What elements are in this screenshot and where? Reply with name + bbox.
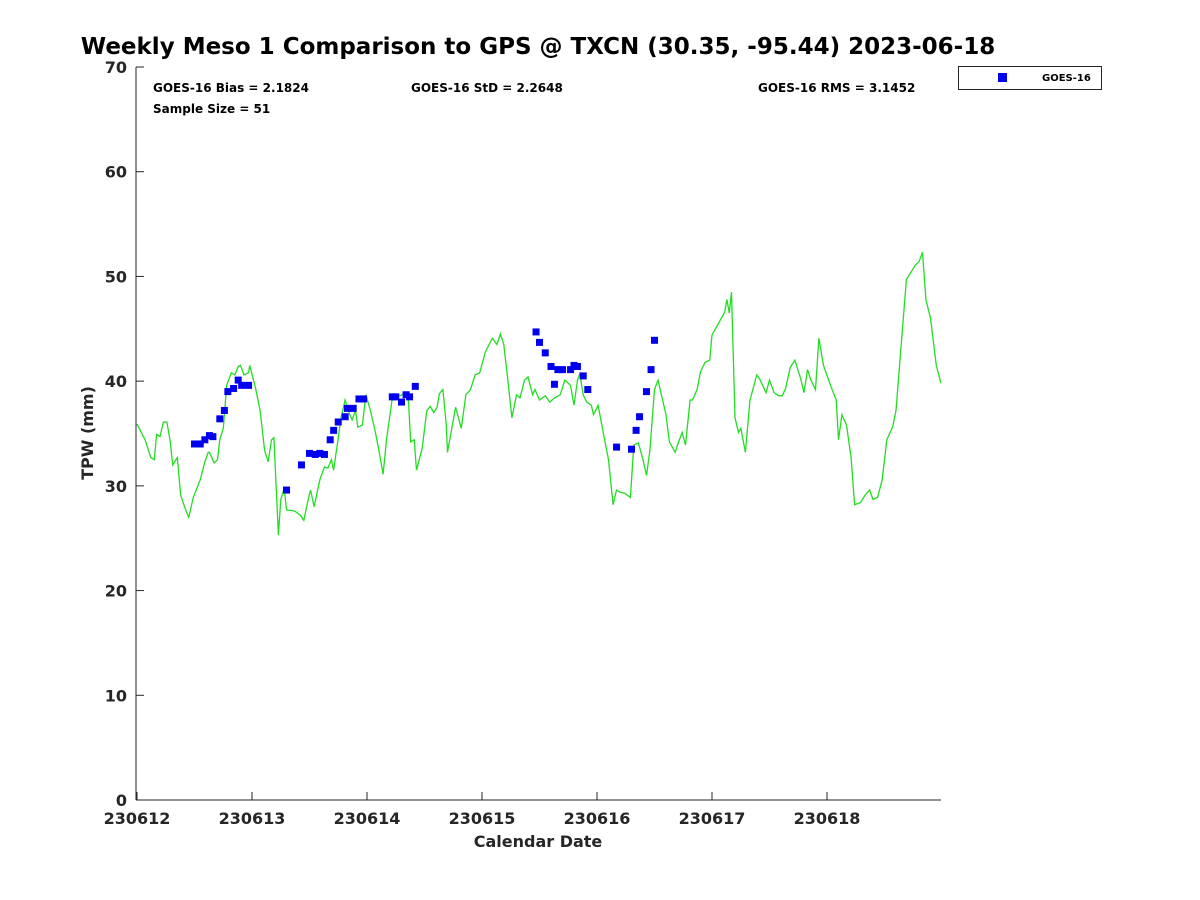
x-tick-label: 230613 — [219, 809, 286, 828]
goes16-point — [584, 386, 592, 394]
goes16-point — [334, 418, 342, 426]
y-ticks: 0 10 20 30 40 50 60 70 — [105, 58, 144, 810]
gps-series — [136, 252, 942, 536]
goes16-point — [341, 413, 349, 421]
y-tick-label: 60 — [105, 163, 127, 182]
goes16-point — [547, 362, 555, 370]
legend-marker-goes16 — [998, 73, 1007, 82]
x-tick-label: 230618 — [794, 809, 861, 828]
goes16-point — [343, 404, 351, 412]
goes16-point — [201, 436, 209, 444]
goes16-point — [316, 449, 324, 457]
goes16-point — [567, 366, 575, 374]
goes16-point — [320, 450, 328, 458]
sample-size-annotation: Sample Size = 51 — [153, 102, 270, 116]
goes16-point — [220, 406, 228, 414]
goes16-point — [245, 381, 253, 389]
x-tick-label: 230614 — [334, 809, 401, 828]
chart-title: Weekly Meso 1 Comparison to GPS @ TXCN (… — [81, 34, 995, 60]
y-tick-label: 20 — [105, 582, 127, 601]
goes16-point — [209, 433, 217, 441]
legend-box — [958, 66, 1102, 90]
rms-annotation: GOES-16 RMS = 3.1452 — [758, 81, 915, 95]
goes16-point — [636, 413, 644, 421]
goes16-point — [191, 440, 198, 448]
goes16-point — [651, 336, 658, 344]
gps-line — [136, 252, 942, 536]
goes16-point — [196, 440, 204, 448]
goes16-point — [411, 382, 419, 390]
goes16-point — [330, 426, 338, 434]
goes16-point — [216, 415, 224, 423]
legend: GOES-16 — [958, 66, 1102, 90]
goes16-point — [559, 366, 566, 374]
goes16-point — [532, 328, 540, 336]
goes16-point — [355, 395, 363, 403]
goes16-point — [628, 445, 635, 453]
goes16-point — [311, 450, 319, 458]
goes16-point — [550, 380, 558, 388]
goes16-point — [238, 381, 246, 389]
goes16-point — [632, 426, 640, 434]
goes16-point — [642, 388, 650, 396]
goes16-point — [392, 393, 400, 401]
y-tick-label: 40 — [105, 372, 127, 391]
y-axis-label: TPW (mm) — [78, 386, 97, 480]
goes16-point — [554, 366, 562, 374]
goes16-point — [234, 376, 242, 384]
goes16-point — [306, 449, 313, 457]
goes16-point — [283, 486, 290, 494]
x-ticks: 230612 230613 230614 230615 230616 230617 2306… — [104, 792, 861, 828]
goes16-point — [406, 393, 414, 401]
x-tick-label: 230616 — [564, 809, 631, 828]
goes16-point — [224, 388, 232, 396]
y-tick-label: 0 — [116, 791, 127, 810]
goes16-point — [230, 384, 238, 392]
goes16-point — [541, 349, 549, 357]
legend-label-goes16: GOES-16 — [1042, 73, 1091, 84]
goes16-point — [398, 398, 405, 406]
x-tick-label: 230612 — [104, 809, 171, 828]
goes16-point — [297, 461, 305, 469]
bias-annotation: GOES-16 Bias = 2.1824 — [153, 81, 309, 95]
goes16-point — [360, 395, 368, 403]
goes16-series — [191, 328, 658, 494]
y-tick-label: 30 — [105, 477, 127, 496]
goes16-point — [579, 372, 587, 380]
goes16-point — [573, 362, 581, 370]
std-annotation: GOES-16 StD = 2.2648 — [411, 81, 563, 95]
x-tick-label: 230615 — [449, 809, 516, 828]
goes16-point — [613, 443, 621, 451]
plot-area — [136, 67, 941, 800]
goes16-point — [536, 338, 543, 346]
x-tick-label: 230617 — [679, 809, 746, 828]
y-tick-label: 50 — [105, 267, 127, 286]
goes16-point — [349, 404, 357, 412]
goes16-point — [647, 366, 655, 374]
y-tick-label: 70 — [105, 58, 127, 77]
x-axis-label: Calendar Date — [474, 832, 603, 851]
y-tick-label: 10 — [105, 686, 127, 705]
goes16-point — [326, 436, 334, 444]
